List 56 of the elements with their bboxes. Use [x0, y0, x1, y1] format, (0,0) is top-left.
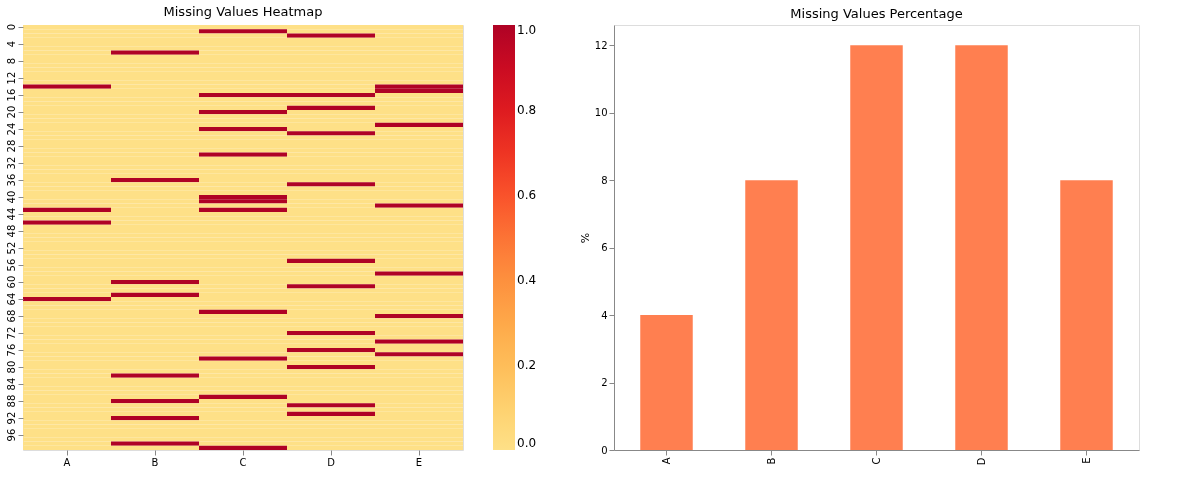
x-tick-label: E — [1080, 457, 1092, 464]
y-tick-label: 40 — [5, 190, 17, 204]
y-tick-label: 0 — [601, 444, 608, 456]
color-bar-label: 0.4 — [517, 273, 537, 287]
y-tick-label: 52 — [5, 241, 17, 255]
x-tick-label: B — [151, 456, 159, 468]
y-tick-label: 80 — [5, 360, 17, 374]
bar — [640, 315, 693, 450]
color-bar-label: 0.2 — [517, 358, 537, 372]
y-tick-label: 64 — [5, 292, 17, 306]
y-tick-label: 68 — [5, 309, 17, 323]
y-tick-label: 20 — [5, 105, 17, 119]
y-tick-label: 56 — [5, 258, 17, 272]
chart-title: Missing Values Heatmap — [163, 4, 323, 20]
y-axis-title: % — [578, 232, 592, 244]
y-tick-label: 12 — [594, 39, 608, 51]
y-tick-label: 24 — [5, 122, 17, 136]
bar — [1060, 180, 1113, 450]
x-tick-label: A — [63, 456, 71, 468]
y-tick-label: 32 — [5, 156, 17, 170]
y-tick-label: 92 — [5, 411, 17, 425]
y-tick-label: 28 — [5, 139, 17, 153]
x-tick-label: B — [765, 457, 777, 465]
x-tick-label: C — [870, 457, 882, 465]
x-tick-label: D — [975, 457, 987, 466]
y-tick-label: 60 — [5, 275, 17, 289]
y-tick-label: 72 — [5, 326, 17, 340]
y-tick-label: 6 — [601, 242, 608, 254]
y-tick-label: 4 — [5, 40, 17, 48]
y-tick-label: 8 — [5, 57, 17, 65]
y-tick-label: 96 — [5, 428, 17, 442]
y-tick-label: 12 — [5, 71, 17, 85]
x-tick-label: D — [327, 456, 336, 468]
y-tick-label: 48 — [5, 224, 17, 238]
color-bar-label: 0.6 — [517, 188, 537, 202]
x-tick-label: E — [415, 456, 423, 468]
y-tick-label: 76 — [5, 343, 17, 357]
chart-title: Missing Values Percentage — [790, 6, 963, 21]
y-tick-label: 16 — [5, 88, 17, 102]
y-tick-label: 4 — [601, 309, 608, 321]
bar — [955, 45, 1008, 450]
y-tick-label: 84 — [5, 377, 17, 391]
color-bar-label: 0.8 — [517, 103, 537, 117]
y-tick-label: 0 — [5, 23, 17, 31]
x-tick-label: A — [660, 457, 672, 465]
y-tick-label: 88 — [5, 394, 17, 408]
bar — [745, 180, 798, 450]
y-tick-label: 44 — [5, 207, 17, 221]
y-tick-label: 10 — [594, 107, 608, 119]
color-bar-label: 0.0 — [517, 436, 537, 450]
y-tick-label: 36 — [5, 173, 17, 187]
bar — [850, 45, 903, 450]
y-tick-label: 8 — [601, 174, 608, 186]
color-bar-label: 1.0 — [517, 23, 537, 37]
x-tick-label: C — [239, 456, 247, 468]
y-tick-label: 2 — [601, 377, 608, 389]
